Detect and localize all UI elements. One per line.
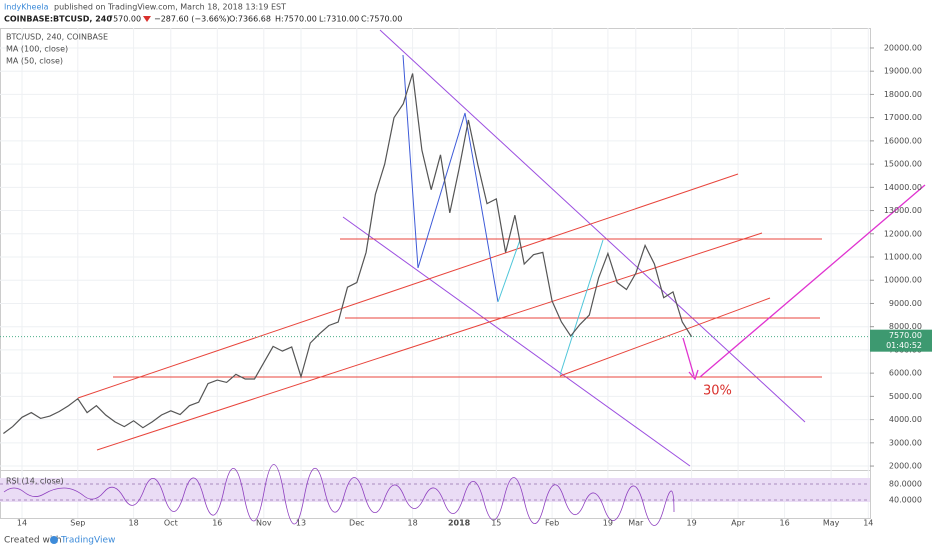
- change: −287.60 (−3.66%): [154, 15, 230, 24]
- close: C:7570.00: [361, 15, 402, 24]
- x-tick-label: Feb: [545, 519, 559, 528]
- drawings: [77, 29, 926, 467]
- x-tick-label: Apr: [731, 519, 746, 528]
- y-tick-label: 16000.00: [884, 136, 922, 145]
- y-tick-label: 15000.00: [884, 160, 922, 169]
- rsi-curve: [3, 464, 675, 526]
- x-tick-label: 16: [780, 519, 790, 528]
- y-tick-label: 2000.00: [889, 462, 922, 471]
- rsi-band: [0, 478, 870, 502]
- price-line: [3, 73, 693, 434]
- y-tick-label: 18000.00: [884, 90, 922, 99]
- footer-brand[interactable]: TradingView: [60, 536, 115, 546]
- y-tick-label: 19000.00: [884, 67, 922, 76]
- high: H:7570.00: [275, 15, 317, 24]
- x-tick-label: Oct: [164, 519, 178, 528]
- footer-created: Created with: [4, 536, 62, 546]
- symbol: COINBASE:BTCUSD, 240: [4, 15, 112, 24]
- y-tick-label: 13000.00: [884, 206, 922, 215]
- x-tick-label: May: [823, 519, 840, 528]
- y-tick-label: 9000.00: [889, 299, 922, 308]
- y-tick-label: 3000.00: [889, 438, 922, 447]
- x-tick-label: 18: [129, 519, 139, 528]
- y-tick-label: 17000.00: [884, 113, 922, 122]
- y-tick-label: 20000.00: [884, 43, 922, 52]
- last: 7570.00: [108, 15, 141, 24]
- x-tick-label: 19: [687, 519, 697, 528]
- legend-item: MA (50, close): [6, 57, 63, 66]
- published: published on TradingView.com, March 18, …: [54, 3, 286, 12]
- open: O:7366.68: [229, 15, 271, 24]
- rsi-tick: 40.0000: [889, 496, 922, 505]
- x-tick-label: Mar: [628, 519, 644, 528]
- annotation: 30%: [703, 384, 732, 399]
- x-tick-label: 15: [491, 519, 501, 528]
- y-tick-label: 14000.00: [884, 183, 922, 192]
- y-tick-label: 12000.00: [884, 229, 922, 238]
- x-tick-label: 19: [603, 519, 613, 528]
- low: L:7310.00: [319, 15, 359, 24]
- x-tick-label: 16: [212, 519, 222, 528]
- x-tick-label: Dec: [349, 519, 364, 528]
- x-tick-label: 2018: [448, 519, 471, 528]
- last-price-label: 7570.00: [889, 331, 922, 340]
- rsi-label: RSI (14, close): [6, 477, 64, 486]
- y-tick-label: 10000.00: [884, 276, 922, 285]
- legend-item: BTC/USD, 240, COINBASE: [6, 33, 108, 42]
- last-price-box: [870, 329, 932, 352]
- pane-border: [0, 28, 871, 519]
- y-tick-label: 8000.00: [889, 322, 922, 331]
- x-tick-label: 13: [296, 519, 306, 528]
- y-tick-label: 6000.00: [889, 369, 922, 378]
- y-tick-label: 5000.00: [889, 392, 922, 401]
- x-tick-label: Nov: [256, 519, 272, 528]
- x-tick-label: Sep: [70, 519, 85, 528]
- y-tick-label: 4000.00: [889, 415, 922, 424]
- author[interactable]: IndyKheela: [4, 3, 49, 12]
- x-tick-label: 14: [17, 519, 27, 528]
- y-tick-label: 11000.00: [884, 253, 922, 262]
- countdown: 01:40:52: [886, 341, 922, 350]
- rsi-tick: 80.0000: [889, 480, 922, 489]
- legend-item: MA (100, close): [6, 45, 68, 54]
- x-tick-label: 14: [863, 519, 873, 528]
- x-tick-label: 18: [408, 519, 418, 528]
- down-arrow: [143, 16, 151, 22]
- brand-icon: [50, 536, 58, 544]
